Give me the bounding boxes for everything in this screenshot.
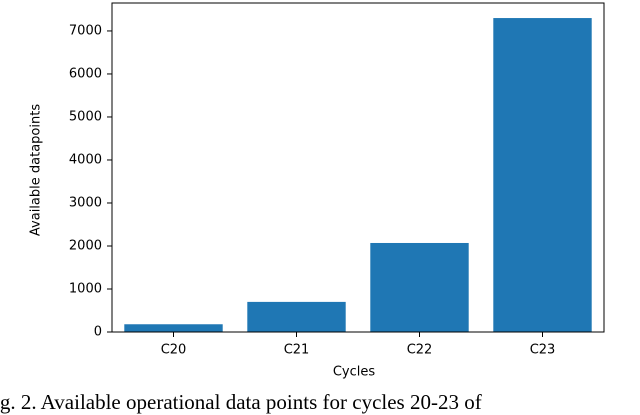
x-tick-label: C20 — [161, 343, 187, 358]
x-tick-label: C23 — [530, 343, 556, 358]
x-axis-label: Cycles — [333, 365, 376, 380]
x-tick-label: C21 — [284, 343, 310, 358]
plot-frame — [111, 2, 605, 333]
bar — [247, 301, 346, 332]
y-tick-label: 7000 — [69, 23, 102, 38]
y-tick-label: 2000 — [69, 238, 102, 253]
y-tick-label: 0 — [94, 325, 102, 340]
x-tick-label: C22 — [407, 343, 433, 358]
y-tick-label: 6000 — [69, 66, 102, 81]
y-tick-label: 1000 — [69, 281, 102, 296]
y-tick-label: 3000 — [69, 195, 102, 210]
caption: ig. 2. Available operational data points… — [0, 390, 482, 414]
y-axis-label: Available datapoints — [29, 104, 44, 236]
bar — [370, 242, 469, 332]
y-tick-label: 5000 — [69, 109, 102, 124]
bar — [124, 324, 223, 332]
bar — [493, 18, 592, 333]
y-tick-label: 4000 — [69, 152, 102, 167]
